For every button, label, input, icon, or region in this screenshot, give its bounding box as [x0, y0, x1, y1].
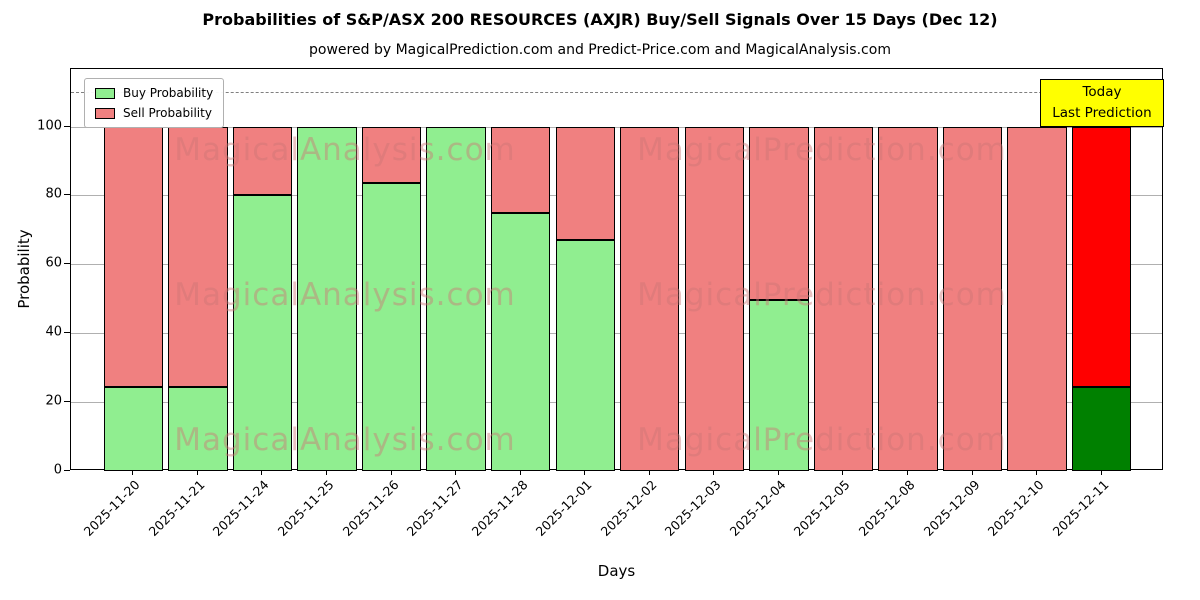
x-tick-mark: [519, 470, 521, 475]
y-tick-label: 40: [45, 324, 62, 340]
bar-2025-12-11: [1072, 69, 1132, 471]
bar-2025-12-08: [878, 69, 938, 471]
y-tick-mark: [64, 194, 70, 196]
bar-2025-11-27: [426, 69, 486, 471]
gridline: [71, 195, 1162, 197]
y-tick-mark: [64, 263, 70, 265]
sell-probability-segment: [813, 126, 874, 471]
x-axis-label: Days: [597, 562, 636, 580]
bar-2025-11-20: [103, 69, 163, 471]
y-tick-label: 100: [37, 118, 62, 134]
bar-2025-12-04: [749, 69, 809, 471]
watermark-text: MagicalAnalysis.com: [174, 132, 516, 168]
bar-2025-12-05: [813, 69, 874, 471]
buy-probability-segment: [749, 300, 809, 471]
sell-probability-segment: [1007, 126, 1067, 471]
sell-probability-segment: [684, 126, 745, 471]
x-tick-mark: [1036, 470, 1038, 475]
x-tick-mark: [648, 470, 650, 475]
x-tick-mark: [196, 470, 198, 475]
chart-plot-area: [70, 68, 1163, 471]
buy-probability-segment: [1072, 386, 1132, 471]
bar-2025-12-01: [555, 69, 615, 471]
chart-title: Probabilities of S&P/ASX 200 RESOURCES (…: [202, 10, 998, 29]
x-tick-mark: [261, 470, 263, 475]
sell-probability-segment: [490, 126, 551, 213]
buy-probability-segment: [297, 126, 357, 471]
buy-probability-segment: [426, 126, 486, 471]
sell-probability-segment: [103, 126, 163, 387]
sell-probability-segment: [232, 126, 293, 196]
x-tick-mark: [584, 470, 586, 475]
legend-label-sell: Sell Probability: [123, 106, 212, 120]
bar-2025-11-28: [490, 69, 551, 471]
watermark-text: MagicalPrediction.com: [637, 422, 1007, 458]
sell-probability-segment: [361, 126, 422, 184]
watermark-text: MagicalAnalysis.com: [174, 277, 516, 313]
sell-color-swatch: [95, 107, 115, 119]
sell-probability-segment: [620, 126, 680, 471]
x-tick-mark: [907, 470, 909, 475]
x-tick-mark: [971, 470, 973, 475]
y-tick-mark: [64, 332, 70, 334]
chart-subtitle: powered by MagicalPrediction.com and Pre…: [309, 42, 891, 58]
sell-probability-segment: [555, 126, 615, 241]
bar-2025-12-10: [1007, 69, 1067, 471]
buy-color-swatch: [95, 87, 115, 99]
gridline: [71, 402, 1162, 404]
y-tick-mark: [64, 470, 70, 471]
legend-item-sell: Sell Probability: [95, 106, 213, 120]
watermark-text: MagicalPrediction.com: [637, 132, 1007, 168]
x-tick-mark: [132, 470, 134, 475]
legend: Buy Probability Sell Probability: [84, 78, 225, 128]
buy-probability-segment: [555, 240, 615, 471]
y-tick-label: 60: [45, 255, 62, 271]
x-tick-mark: [455, 470, 457, 475]
y-tick-mark: [64, 401, 70, 403]
today-annotation-line1: Today: [1082, 84, 1122, 100]
sell-probability-segment: [878, 126, 938, 471]
bar-2025-11-21: [168, 69, 228, 471]
x-tick-mark: [713, 470, 715, 475]
bar-2025-11-24: [232, 69, 293, 471]
gridline: [71, 126, 1162, 128]
legend-item-buy: Buy Probability: [95, 86, 213, 100]
y-tick-label: 20: [45, 393, 62, 409]
today-annotation-line2: Last Prediction: [1052, 104, 1152, 121]
today-annotation: Today Last Prediction: [1040, 79, 1164, 127]
bar-2025-12-02: [620, 69, 680, 471]
x-tick-mark: [1100, 470, 1102, 475]
bar-2025-11-25: [297, 69, 357, 471]
sell-probability-segment: [749, 126, 809, 301]
sell-probability-segment: [942, 126, 1003, 471]
buy-probability-segment: [361, 183, 422, 471]
y-tick-mark: [64, 125, 70, 127]
watermark-text: MagicalAnalysis.com: [174, 422, 516, 458]
legend-label-buy: Buy Probability: [123, 86, 214, 100]
buy-probability-segment: [232, 195, 293, 471]
watermark-text: MagicalPrediction.com: [637, 277, 1007, 313]
buy-probability-segment: [103, 386, 163, 471]
x-tick-mark: [777, 470, 779, 475]
x-tick-mark: [390, 470, 392, 475]
bar-2025-11-26: [361, 69, 422, 471]
x-tick-mark: [842, 470, 844, 475]
sell-probability-segment: [1072, 126, 1132, 387]
gridline: [71, 333, 1162, 335]
bar-2025-12-03: [684, 69, 745, 471]
bar-2025-12-09: [942, 69, 1003, 471]
gridline: [71, 264, 1162, 266]
y-tick-label: 0: [53, 462, 62, 478]
threshold-dashed-line: [71, 92, 1162, 94]
x-tick-mark: [325, 470, 327, 475]
y-tick-label: 80: [45, 186, 62, 202]
